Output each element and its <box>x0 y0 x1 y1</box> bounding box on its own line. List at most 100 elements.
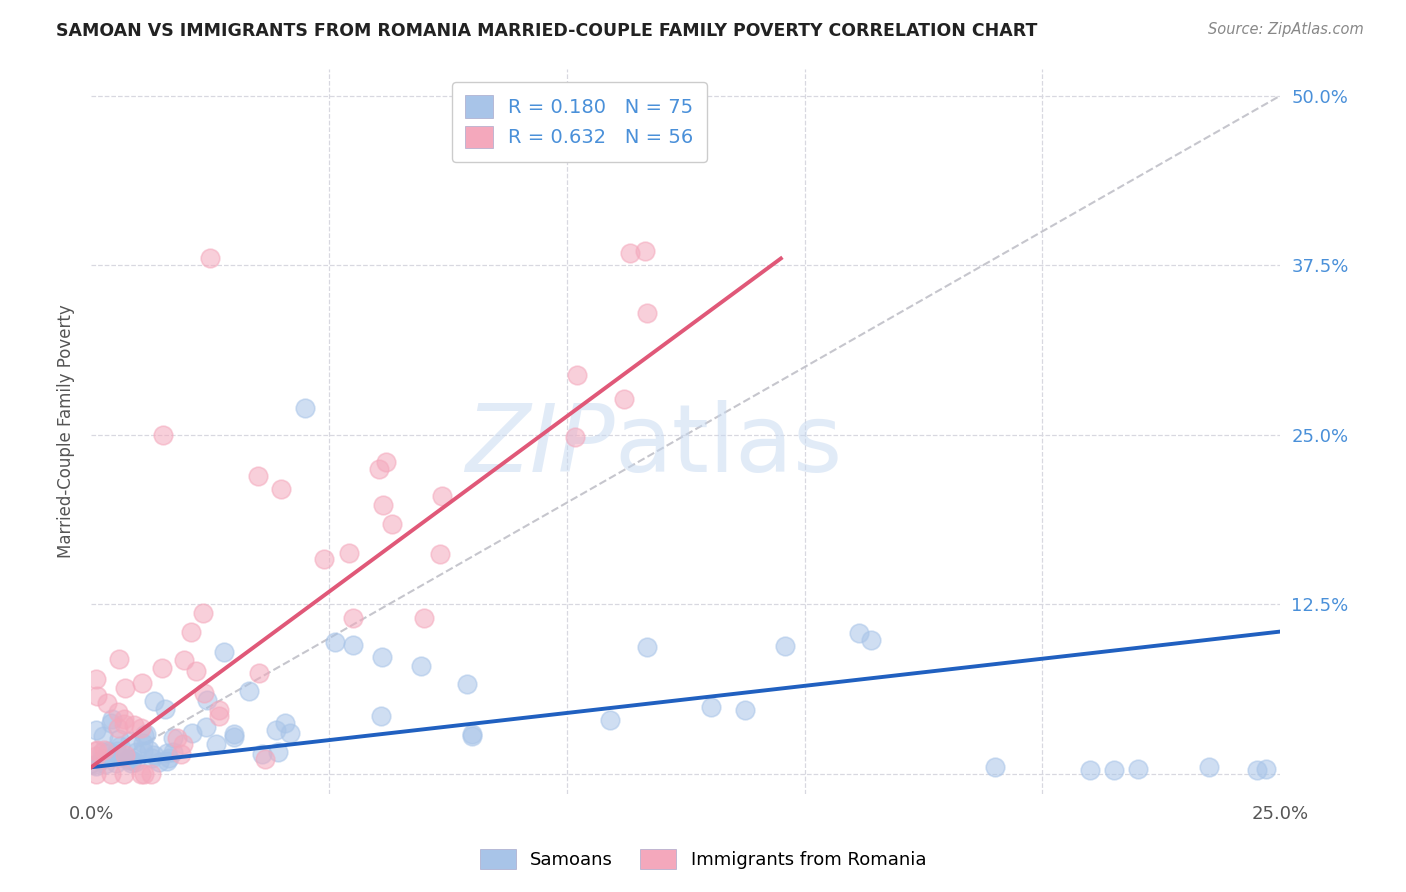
Point <box>107 652 129 666</box>
Point <box>207 703 229 717</box>
Point <box>1102 763 1125 777</box>
Point <box>238 684 260 698</box>
Point <box>409 659 432 673</box>
Point <box>114 747 136 762</box>
Point <box>107 705 129 719</box>
Point <box>371 650 394 665</box>
Text: SAMOAN VS IMMIGRANTS FROM ROMANIA MARRIED-COUPLE FAMILY POVERTY CORRELATION CHAR: SAMOAN VS IMMIGRANTS FROM ROMANIA MARRIE… <box>56 22 1038 40</box>
Point <box>120 756 142 771</box>
Point <box>460 729 482 743</box>
Point <box>96 746 118 760</box>
Point <box>166 731 188 746</box>
Point <box>156 747 179 761</box>
Point <box>129 767 152 781</box>
Point <box>142 694 165 708</box>
Point <box>314 552 336 566</box>
Point <box>250 747 273 761</box>
Point <box>134 728 156 742</box>
Point <box>162 745 184 759</box>
Point <box>118 734 141 748</box>
Point <box>460 727 482 741</box>
Point <box>699 700 721 714</box>
Point <box>117 753 139 767</box>
Point <box>84 672 107 686</box>
Point <box>430 489 453 503</box>
Point <box>266 745 288 759</box>
Point <box>105 756 128 770</box>
Point <box>100 767 122 781</box>
Point <box>636 640 658 655</box>
Point <box>139 767 162 781</box>
Point <box>208 709 231 723</box>
Point <box>162 731 184 745</box>
Point <box>368 462 391 476</box>
Point <box>342 611 364 625</box>
Point <box>734 703 756 717</box>
Point <box>94 756 117 771</box>
Point <box>157 751 180 765</box>
Point <box>634 244 657 258</box>
Point <box>456 677 478 691</box>
Point <box>246 468 269 483</box>
Point <box>152 661 174 675</box>
Point <box>270 482 292 496</box>
Point <box>108 731 131 746</box>
Point <box>429 547 451 561</box>
Point <box>613 392 636 407</box>
Point <box>773 639 796 653</box>
Point <box>381 517 404 532</box>
Point <box>129 721 152 735</box>
Point <box>564 430 586 444</box>
Point <box>86 743 108 757</box>
Point <box>100 716 122 731</box>
Point <box>90 753 112 767</box>
Point <box>131 676 153 690</box>
Point <box>101 712 124 726</box>
Point <box>84 744 107 758</box>
Point <box>193 686 215 700</box>
Point <box>152 427 174 442</box>
Point <box>153 702 176 716</box>
Point <box>1126 762 1149 776</box>
Text: Source: ZipAtlas.com: Source: ZipAtlas.com <box>1208 22 1364 37</box>
Point <box>125 745 148 759</box>
Point <box>172 737 194 751</box>
Point <box>636 305 658 319</box>
Point <box>86 689 108 703</box>
Point <box>104 747 127 762</box>
Point <box>619 245 641 260</box>
Point <box>105 744 128 758</box>
Point <box>294 401 316 415</box>
Point <box>254 752 277 766</box>
Text: ZIP: ZIP <box>465 401 614 491</box>
Point <box>97 744 120 758</box>
Point <box>170 747 193 761</box>
Point <box>195 719 218 733</box>
Point <box>205 737 228 751</box>
Point <box>198 252 221 266</box>
Point <box>266 723 288 737</box>
Point <box>212 645 235 659</box>
Point <box>186 665 208 679</box>
Point <box>108 739 131 754</box>
Point <box>370 709 392 723</box>
Point <box>222 731 245 745</box>
Point <box>96 696 118 710</box>
Point <box>118 752 141 766</box>
Point <box>84 767 107 781</box>
Point <box>1078 763 1101 777</box>
Point <box>134 767 156 781</box>
Point <box>1246 763 1268 777</box>
Point <box>114 712 136 726</box>
Point <box>1198 760 1220 774</box>
Point <box>195 693 218 707</box>
Point <box>141 750 163 764</box>
Point <box>84 758 107 772</box>
Point <box>599 714 621 728</box>
Point <box>112 767 135 781</box>
Point <box>323 634 346 648</box>
Point <box>112 717 135 731</box>
Point <box>91 729 114 743</box>
Point <box>173 653 195 667</box>
Point <box>84 723 107 737</box>
